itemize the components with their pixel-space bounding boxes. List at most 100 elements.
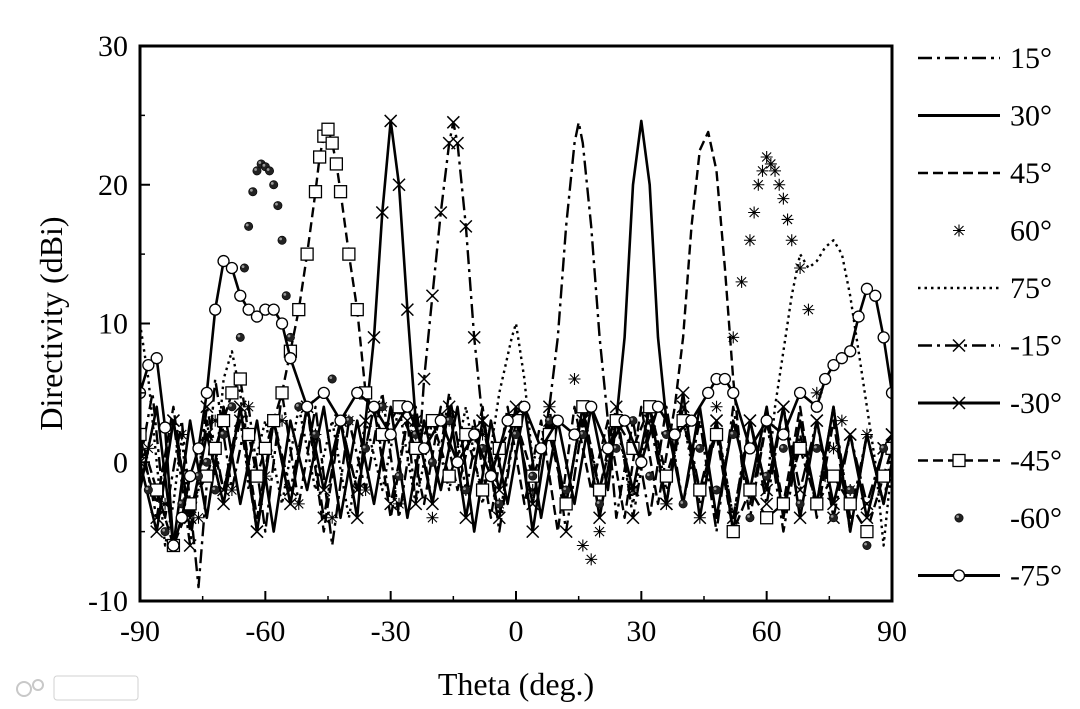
- series-5-point-25: [467, 330, 481, 344]
- series-8-point-5: [210, 485, 220, 495]
- series-7-point-11: [258, 441, 272, 456]
- series-7-point-22: [329, 157, 344, 171]
- x-tick-label-3: 0: [509, 615, 524, 648]
- series-6-point-31: [593, 511, 607, 525]
- series-6-point-40: [743, 414, 757, 428]
- series-3-point-50: [794, 262, 807, 274]
- series-8-point-52-highlight: [814, 445, 817, 449]
- series-3-point-8: [276, 414, 289, 427]
- series-6-point-49: [885, 427, 892, 442]
- series-9-point-58: [869, 289, 882, 302]
- axis-layer: -90 -60 -30 0 30 60 90 -10 0 10 20 30: [88, 30, 907, 648]
- series-6-point-38: [710, 414, 724, 428]
- series-5-point-20: [434, 205, 448, 220]
- series-7-point-48: [726, 524, 740, 539]
- series-8-point-0-highlight: [145, 487, 149, 490]
- series-3-point-29: [593, 525, 606, 538]
- legend-label-8: -60°: [1010, 502, 1062, 535]
- series-9-point-29: [468, 428, 481, 441]
- legend-item-3: 60°: [953, 215, 1052, 248]
- series-8-point-42-highlight: [646, 473, 650, 477]
- series-3-point-45: [769, 164, 782, 177]
- series-6-point-17: [384, 114, 398, 128]
- series-6-point-36: [676, 386, 690, 400]
- series-8: [143, 159, 889, 550]
- x-axis-title: Theta (deg.): [438, 666, 594, 702]
- series-8-point-9: [239, 263, 249, 273]
- series-7-point-15: [292, 302, 306, 317]
- x-tick-label-5: 60: [752, 615, 782, 648]
- series-8-point-48: [745, 513, 755, 523]
- series-7-point-51: [776, 497, 791, 511]
- series-3-point-36: [710, 400, 723, 413]
- series-3-point-23: [526, 484, 539, 496]
- series-8-point-28-highlight: [412, 431, 416, 435]
- series-8-point-2-highlight: [178, 501, 182, 504]
- series-9-point-52: [819, 372, 832, 386]
- series-8-point-15: [265, 166, 275, 176]
- series-6-point-18: [392, 178, 406, 192]
- series-6-point-13: [350, 511, 364, 525]
- series-8-point-53: [829, 513, 839, 523]
- series-8-point-55-highlight: [864, 542, 867, 546]
- plot-frame: [138, 44, 894, 603]
- series-5-point-19: [425, 289, 439, 303]
- y-tick-label-4: 30: [98, 30, 128, 63]
- series-8-point-18: [277, 235, 287, 245]
- series-8-point-56-highlight: [880, 445, 884, 449]
- series-9-point-18: [284, 352, 297, 365]
- series-8-point-10: [244, 221, 254, 231]
- series-8-point-55: [862, 540, 872, 550]
- series-9-point-9: [209, 303, 222, 316]
- series-8-point-14-highlight: [262, 163, 266, 167]
- series-7-point-18: [312, 150, 327, 164]
- series-8-point-16: [269, 180, 279, 190]
- series-5-point-31: [559, 525, 573, 539]
- series-8-point-20-highlight: [287, 334, 291, 338]
- series-3-point-41: [752, 178, 765, 191]
- series-7-point-17: [308, 185, 323, 199]
- series-6-point-21: [425, 497, 439, 511]
- series-7-point-38: [559, 497, 573, 511]
- series-8-point-22-highlight: [312, 431, 316, 435]
- series-7-point-31: [442, 469, 456, 483]
- series-6-point-33: [626, 483, 640, 497]
- series-7-point-9: [241, 427, 256, 442]
- series-7-point-56: [860, 524, 874, 539]
- series-8-point-10-highlight: [245, 223, 249, 227]
- series-8-point-23-highlight: [329, 376, 333, 379]
- series-9-point-3: [158, 421, 172, 434]
- y-tick-label-3: 20: [98, 169, 128, 202]
- series-9-point-21: [334, 414, 347, 427]
- series-8-point-50-highlight: [780, 445, 784, 449]
- series-8-point-13-highlight: [258, 161, 262, 164]
- series-9-point-32: [518, 400, 531, 413]
- series-9-point-4: [167, 539, 180, 552]
- series-3-point-13: [359, 484, 372, 496]
- series-8-point-44-highlight: [680, 501, 684, 504]
- series-8-point-8-highlight: [237, 334, 241, 338]
- series-8-point-45-highlight: [697, 445, 700, 449]
- legend-marker-9: [952, 569, 966, 582]
- series-9-point-47: [743, 442, 757, 455]
- legend-label-4: 75°: [1010, 272, 1052, 305]
- series-6-point-43: [793, 511, 807, 525]
- series-3-point-5: [225, 484, 238, 496]
- series-8-point-3-highlight: [195, 473, 199, 477]
- legend-label-0: 15°: [1010, 42, 1052, 75]
- series-9-point-50: [793, 386, 807, 400]
- series-8-point-19-highlight: [283, 292, 287, 296]
- series-9-point-51: [810, 400, 823, 413]
- series-3-point-39: [743, 234, 756, 247]
- legend-marker-3: [953, 224, 965, 237]
- series-8-point-52: [812, 443, 822, 453]
- series-8-point-7: [227, 402, 237, 412]
- series-8-point-45: [695, 443, 705, 453]
- series-8-point-36-highlight: [546, 417, 550, 421]
- series-3-point-57: [860, 428, 873, 441]
- series-3-point-6: [242, 400, 255, 413]
- series-9-point-7: [192, 442, 205, 455]
- series-8-point-25: [361, 443, 371, 453]
- legend-item-6: -30°: [918, 387, 1062, 420]
